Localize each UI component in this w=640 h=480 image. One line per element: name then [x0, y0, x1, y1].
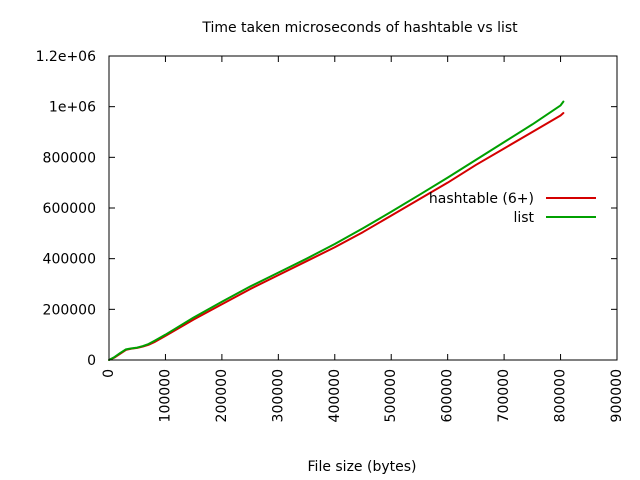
x-tick-label: 600000	[440, 369, 456, 422]
y-tick-label: 400000	[43, 252, 96, 268]
y-tick-label: 600000	[43, 201, 96, 217]
x-tick-label: 100000	[157, 369, 173, 422]
legend-label: hashtable (6+)	[429, 191, 534, 207]
plot-frame	[108, 55, 618, 361]
y-axis-ticks: 0 200000 400000 600000 800000 1e+06 1.2e+06	[36, 49, 617, 369]
series-line-hashtable	[108, 112, 565, 361]
x-tick-label: 200000	[214, 369, 230, 422]
y-tick-label: 200000	[43, 302, 96, 318]
legend: hashtable (6+) list	[429, 191, 596, 226]
legend-label: list	[513, 210, 534, 226]
legend-item-list: list	[513, 210, 596, 226]
x-tick-label: 900000	[609, 369, 625, 422]
series-layer	[108, 100, 565, 361]
x-tick-label: 800000	[553, 369, 569, 422]
x-tick-label: 500000	[383, 369, 399, 422]
legend-item-hashtable: hashtable (6+)	[429, 191, 596, 207]
axis-layer: 0 100000 200000 300000 400000 500000 600000 700…	[36, 49, 625, 422]
series-line-list	[108, 100, 565, 361]
x-axis-label: File size (bytes)	[308, 459, 417, 475]
x-tick-label: 300000	[270, 369, 286, 422]
y-tick-label: 0	[87, 353, 96, 369]
chart-title: Time taken microseconds of hashtable vs …	[201, 20, 518, 36]
x-tick-label: 0	[101, 369, 117, 378]
x-axis-ticks: 0 100000 200000 300000 400000 500000 600000 700…	[101, 56, 625, 422]
y-tick-label: 1.2e+06	[36, 49, 97, 65]
x-tick-label: 400000	[327, 369, 343, 422]
y-tick-label: 1e+06	[49, 100, 96, 116]
x-tick-label: 700000	[496, 369, 512, 422]
y-tick-label: 800000	[43, 150, 96, 166]
